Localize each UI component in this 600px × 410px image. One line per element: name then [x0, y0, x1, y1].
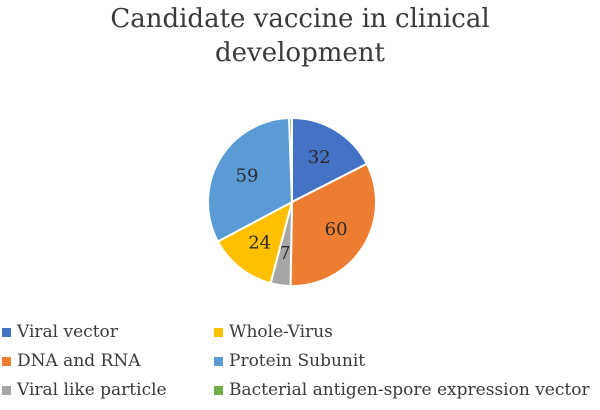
legend-swatch-bacterial-antigen: [214, 385, 223, 395]
legend-swatch-whole-virus: [214, 327, 223, 337]
legend-item-whole-virus: Whole-Virus: [214, 322, 333, 342]
legend-label-bacterial-antigen: Bacterial antigen-spore expression vecto…: [229, 380, 590, 400]
pie-slice-viral-vector: [291, 116, 369, 204]
legend-item-dna-rna: DNA and RNA: [2, 351, 141, 371]
chart-title-line-1: Candidate vaccine in clinical: [110, 4, 490, 34]
pie-slice-bacterial-antigen-spore-expression-vector: [288, 116, 293, 203]
legend-swatch-viral-vector: [2, 327, 11, 337]
legend-label-viral-vector: Viral vector: [17, 322, 118, 342]
pie-slice-whole-virus: [216, 200, 294, 285]
data-label-viral-vector: 32: [308, 147, 331, 168]
data-label-dna-and-rna: 60: [325, 219, 348, 240]
data-label-whole-virus: 24: [248, 232, 271, 253]
legend-label-dna-rna: DNA and RNA: [17, 351, 141, 371]
legend-item-viral-vector: Viral vector: [2, 322, 118, 342]
data-label-protein-subunit: 59: [236, 166, 259, 187]
legend-swatch-protein-subunit: [214, 356, 223, 366]
legend-label-viral-like-particle: Viral like particle: [17, 380, 167, 400]
pie-slice-protein-subunit: [207, 117, 294, 243]
legend-item-protein-subunit: Protein Subunit: [214, 351, 365, 371]
legend-label-protein-subunit: Protein Subunit: [229, 351, 366, 371]
legend-swatch-dna-rna: [2, 356, 11, 366]
pie-slice-dna-and-rna: [289, 162, 377, 287]
legend-label-whole-virus: Whole-Virus: [229, 322, 333, 342]
legend-swatch-viral-like-particle: [2, 385, 11, 395]
data-label-viral-like-particle: 7: [279, 243, 290, 264]
chart-title-line-2: development: [215, 38, 385, 68]
legend-item-viral-like-particle: Viral like particle: [2, 380, 167, 400]
legend-item-bacterial-antigen: Bacterial antigen-spore expression vecto…: [214, 380, 590, 400]
